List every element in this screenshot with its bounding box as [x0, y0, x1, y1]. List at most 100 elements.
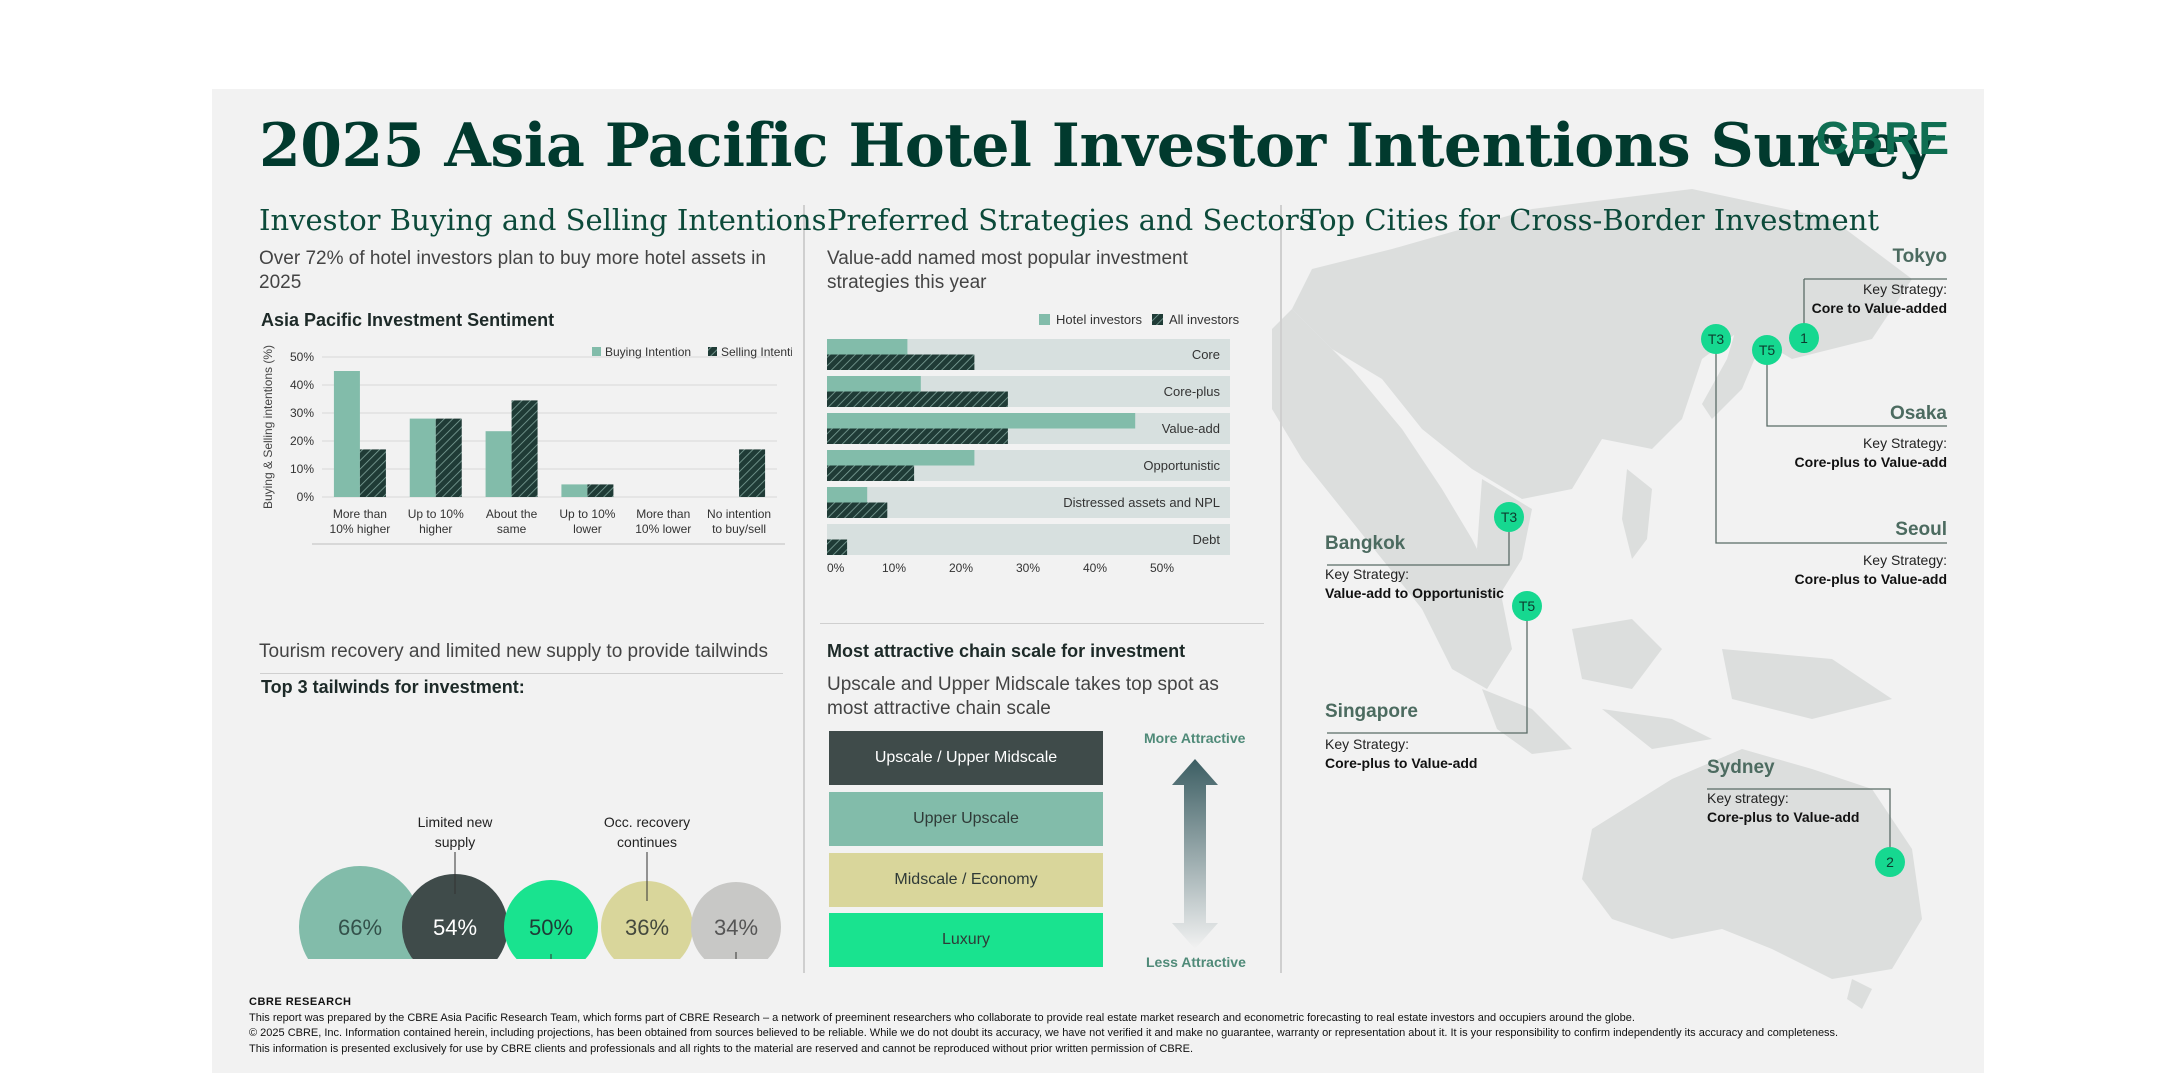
legend-label: Hotel investors	[1056, 312, 1142, 327]
bangkok-marker: T3	[1494, 502, 1524, 532]
category-label: Opportunistic	[1143, 458, 1220, 473]
x-tick-label: More than	[636, 507, 690, 521]
y-axis-label: Buying & Selling intentions (%)	[261, 345, 275, 509]
singapore-marker: T5	[1512, 591, 1542, 621]
x-tick-label: Up to 10%	[559, 507, 615, 521]
category-label: Core	[1192, 347, 1220, 362]
tailwind-value: 50%	[529, 915, 573, 940]
x-tick-label: 20%	[949, 561, 973, 575]
singapore-strategy: Key Strategy: Core-plus to Value-add	[1325, 735, 1477, 773]
x-tick-label: Up to 10%	[408, 507, 464, 521]
legend-label: Selling Intention	[721, 345, 792, 359]
bar-hotel	[827, 376, 921, 392]
row-background	[827, 487, 1230, 518]
osaka-name: Osaka	[1889, 403, 1947, 424]
tailwind-label: supply	[435, 834, 475, 850]
x-tick-label: 40%	[1083, 561, 1107, 575]
seoul-name: Seoul	[1895, 519, 1947, 540]
bar-hotel	[827, 450, 975, 466]
tokyo-strategy: Key Strategy: Core to Value-added	[1812, 280, 1947, 318]
x-tick-label: 10% higher	[330, 522, 391, 536]
row-background	[827, 524, 1230, 555]
bar-selling	[359, 449, 386, 497]
bar-buying	[333, 371, 360, 497]
footer-brand: CBRE RESEARCH	[249, 996, 352, 1008]
x-tick-label: 50%	[1150, 561, 1174, 575]
city-connector-lines	[1327, 278, 1947, 862]
sydney-strategy: Key strategy: Core-plus to Value-add	[1707, 789, 1859, 827]
x-tick-label: About the	[486, 507, 538, 521]
chain-scale-item: Luxury	[829, 913, 1103, 967]
tailwind-bubble	[601, 881, 693, 959]
tokyo-ks-label: Key Strategy:	[1862, 281, 1947, 297]
singapore-ks-label: Key Strategy:	[1325, 736, 1410, 752]
attractiveness-arrow	[1172, 759, 1218, 949]
tailwind-bubble	[504, 880, 598, 959]
seoul-marker: T3	[1701, 324, 1731, 354]
legend-swatch	[1152, 314, 1163, 325]
tailwind-value: 54%	[433, 915, 477, 940]
x-tick-label: 0%	[827, 561, 845, 575]
tokyo-marker: 1	[1789, 323, 1819, 353]
x-tick-label: 30%	[1016, 561, 1040, 575]
osaka-ks-label: Key Strategy:	[1862, 435, 1947, 451]
bar-hotel	[827, 413, 1136, 429]
category-label: Debt	[1193, 532, 1221, 547]
chain-scale-item: Midscale / Economy	[829, 853, 1103, 907]
chain-subtitle: Upscale and Upper Midscale takes top spo…	[827, 674, 1219, 719]
more-attractive-label: More Attractive	[1144, 730, 1246, 746]
tailwinds-heading: Top 3 tailwinds for investment:	[261, 677, 525, 697]
less-attractive-label: Less Attractive	[1146, 954, 1246, 970]
buying-subtitle: Over 72% of hotel investors plan to buy …	[259, 248, 766, 293]
divider-right	[1280, 205, 1282, 973]
tailwinds-bubble-chart: 66%Tourism demandcontinues to grow54%Lim…	[299, 814, 781, 959]
bangkok-ks-value: Value-add to Opportunistic	[1325, 585, 1504, 601]
sydney-ks-label: Key strategy:	[1707, 790, 1789, 806]
bar-hotel	[827, 487, 868, 503]
bar-all	[827, 539, 848, 555]
strategies-subtitle: Value-add named most popular investment …	[827, 248, 1188, 293]
cbre-logo: CBRE	[1815, 112, 1950, 164]
bar-all	[827, 354, 975, 370]
bar-selling	[587, 484, 614, 497]
bangkok-ks-label: Key Strategy:	[1325, 566, 1410, 582]
bar-all	[827, 502, 888, 518]
category-label: Value-add	[1162, 421, 1220, 436]
seoul-ks-label: Key Strategy:	[1862, 552, 1947, 568]
x-tick-label: to buy/sell	[712, 522, 766, 536]
tailwind-label: continues	[617, 834, 677, 850]
tailwinds-subtitle: Tourism recovery and limited new supply …	[259, 641, 769, 662]
x-tick-label: higher	[419, 522, 452, 536]
y-tick-label: 20%	[290, 434, 314, 448]
tailwind-bubble	[691, 882, 781, 959]
footer-line-1: This report was prepared by the CBRE Asi…	[249, 1011, 1635, 1024]
singapore-name: Singapore	[1325, 701, 1418, 722]
seoul-ks-value: Core-plus to Value-add	[1794, 571, 1947, 587]
bangkok-strategy: Key Strategy: Value-add to Opportunistic	[1325, 565, 1504, 603]
category-label: Core-plus	[1164, 384, 1221, 399]
chain-scale-item: Upscale / Upper Midscale	[829, 731, 1103, 785]
osaka-marker: T5	[1752, 335, 1782, 365]
legend-swatch	[592, 347, 601, 356]
y-tick-label: 30%	[290, 406, 314, 420]
cities-heading: Top Cities for Cross-Border Investment	[1302, 203, 1879, 237]
footer-line-2: © 2025 CBRE, Inc. Information contained …	[249, 1027, 1839, 1039]
buying-heading: Investor Buying and Selling Intentions	[259, 203, 827, 237]
tailwind-label: Limited new	[418, 814, 494, 830]
strategies-heading: Preferred Strategies and Sectors	[827, 203, 1314, 237]
singapore-ks-value: Core-plus to Value-add	[1325, 755, 1478, 771]
osaka-strategy: Key Strategy: Core-plus to Value-add	[1795, 434, 1947, 472]
chain-scale-item: Upper Upscale	[829, 792, 1103, 846]
sentiment-chart-title: Asia Pacific Investment Sentiment	[261, 310, 555, 330]
bar-hotel	[827, 339, 908, 355]
bar-all	[827, 428, 1008, 444]
bar-selling	[435, 418, 462, 497]
tailwind-value: 66%	[338, 915, 382, 940]
category-label: Distressed assets and NPL	[1063, 495, 1220, 510]
tokyo-ks-value: Core to Value-added	[1811, 300, 1947, 316]
footer-line-3: This information is presented exclusivel…	[249, 1042, 1194, 1055]
x-tick-label: same	[497, 522, 527, 536]
seoul-strategy: Key Strategy: Core-plus to Value-add	[1795, 551, 1947, 589]
y-tick-label: 10%	[290, 462, 314, 476]
divider-left-horizontal	[260, 673, 783, 674]
